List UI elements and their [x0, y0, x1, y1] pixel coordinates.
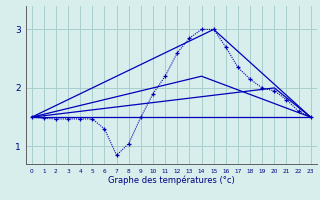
X-axis label: Graphe des températures (°c): Graphe des températures (°c) [108, 175, 235, 185]
